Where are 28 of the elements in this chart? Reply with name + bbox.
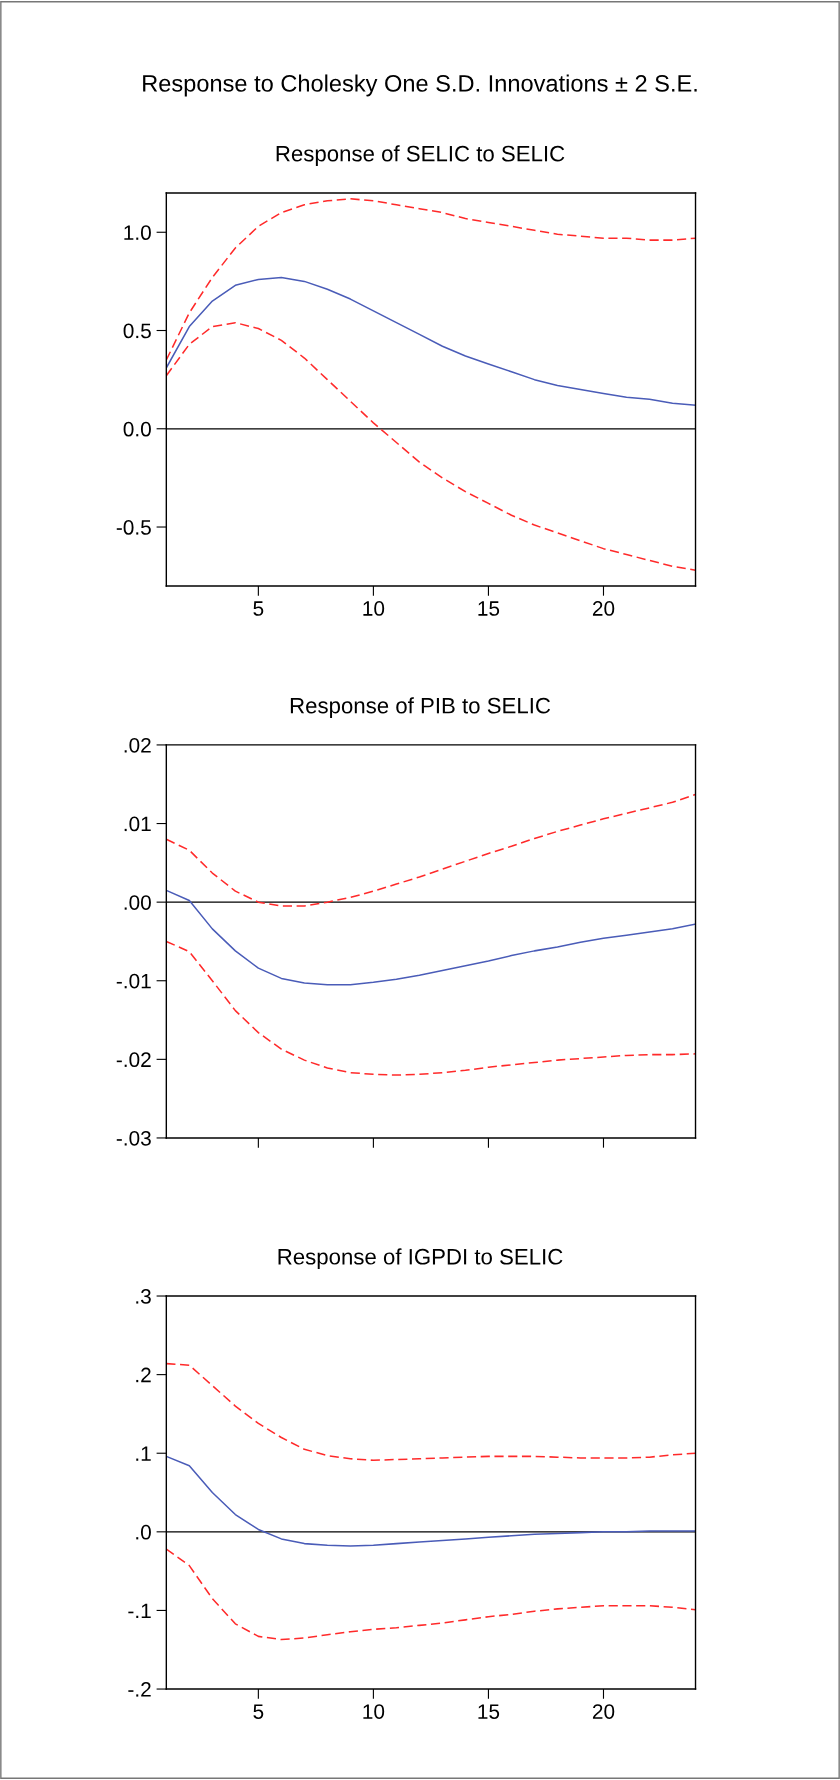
chart-title: Response of IGPDI to SELIC	[278, 1248, 563, 1269]
x-tick-label: 20	[592, 1704, 615, 1719]
x-tick-label: 5	[253, 601, 264, 616]
y-tick-label: -.1	[128, 1603, 151, 1618]
y-tick-label: -.2	[128, 1682, 151, 1697]
y-tick-label: .3	[136, 1289, 151, 1304]
y-tick-label: .00	[124, 895, 151, 910]
chart-subtitle: Response of SELIC to SELIC	[276, 145, 565, 166]
y-tick-label: 1.0	[124, 225, 151, 241]
chart-title: Response to Cholesky One S.D. Innovations ± 2 S.E.	[143, 74, 697, 97]
y-tick-label: 0.5	[123, 323, 151, 339]
x-tick-label: 15	[478, 1704, 500, 1719]
y-tick-label: -.03	[116, 1130, 151, 1146]
y-tick-label: .01	[124, 816, 151, 832]
y-tick-label: -0.5	[116, 520, 151, 535]
y-tick-label: -.02	[116, 1052, 151, 1068]
y-tick-label: .02	[124, 737, 151, 753]
y-tick-label: .0	[136, 1524, 151, 1540]
chart-title: Response of PIB to SELIC	[290, 697, 551, 718]
x-tick-label: 10	[363, 601, 385, 616]
y-tick-label: 0.0	[123, 421, 151, 437]
x-tick-label: 5	[253, 1704, 264, 1719]
y-tick-label: .1	[136, 1446, 151, 1461]
x-tick-label: 15	[478, 601, 500, 616]
x-tick-label: 20	[592, 601, 615, 616]
y-tick-label: -.01	[116, 973, 151, 989]
y-tick-label: .2	[136, 1367, 151, 1383]
x-tick-label: 10	[363, 1704, 385, 1719]
